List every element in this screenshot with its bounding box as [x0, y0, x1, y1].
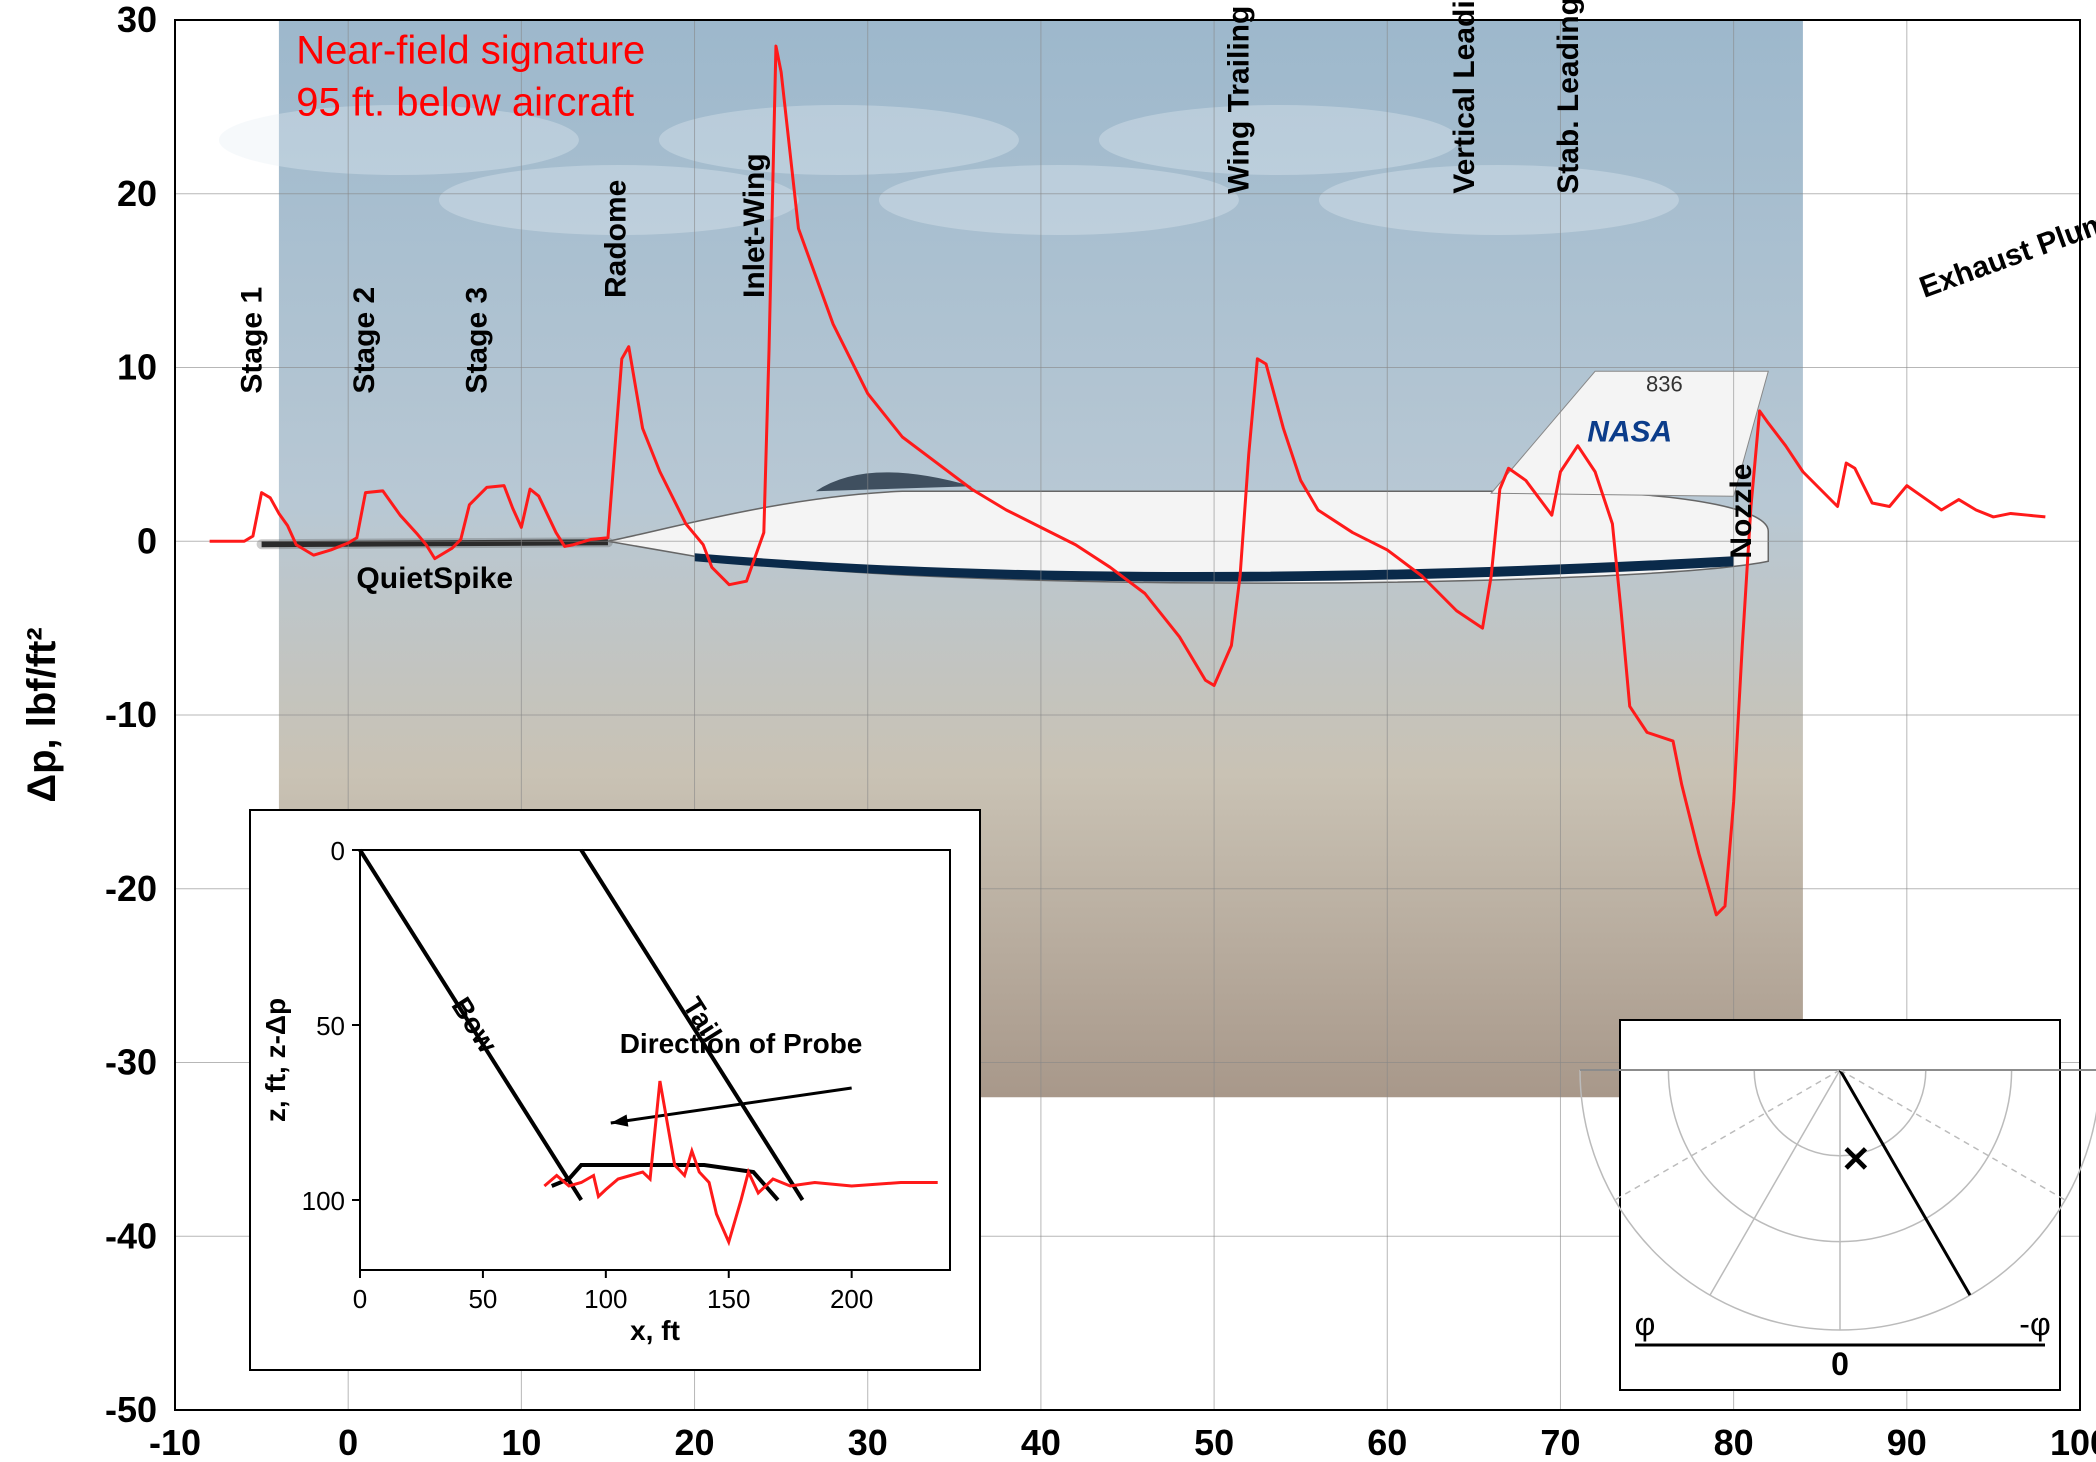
ytick-label: -40 [105, 1215, 157, 1256]
xtick-label: 0 [338, 1422, 358, 1462]
feature-label: Stage 2 [348, 287, 381, 394]
xtick-label: 20 [675, 1422, 715, 1462]
ytick-label: 20 [117, 173, 157, 214]
xtick-label: 50 [1194, 1422, 1234, 1462]
inset-xtick: 0 [353, 1284, 367, 1314]
feature-label: Stage 3 [461, 287, 494, 394]
inset-ytick: 50 [316, 1011, 345, 1041]
feature-label: Radome [599, 180, 632, 298]
figure-container: 836NASA-100102030405060708090100-50-40-3… [0, 0, 2096, 1462]
chart-title-line2: 95 ft. below aircraft [296, 81, 634, 125]
cloud-shape [659, 105, 1019, 175]
ytick-label: -10 [105, 694, 157, 735]
xtick-label: 80 [1714, 1422, 1754, 1462]
inset-right: φ -φ 0 ✕ [1580, 1020, 2096, 1390]
ytick-label: -50 [105, 1389, 157, 1430]
xtick-label: 100 [2050, 1422, 2096, 1462]
feature-label: Exhaust Plume [1915, 200, 2096, 305]
phi-zero-label: 0 [1831, 1346, 1849, 1382]
inset-xtick: 200 [830, 1284, 873, 1314]
phi-left-label: φ [1635, 1306, 1656, 1342]
ytick-label: -20 [105, 868, 157, 909]
feature-label: Inlet-Wing [738, 153, 771, 298]
inset-left: 050100150200050100x, ftz, ft, z-ΔpBowTai… [250, 810, 980, 1370]
xtick-label: 90 [1887, 1422, 1927, 1462]
tail-number: 836 [1646, 371, 1683, 396]
inset-ytick: 0 [331, 836, 345, 866]
ytick-label: 30 [117, 0, 157, 40]
main-chart-svg: 836NASA-100102030405060708090100-50-40-3… [0, 0, 2096, 1462]
feature-label: Vertical Leading Edge [1448, 0, 1481, 194]
y-axis-label: Δp, lbf/ft² [20, 627, 64, 802]
xtick-label: 70 [1540, 1422, 1580, 1462]
feature-label: Stage 1 [236, 287, 269, 394]
ytick-label: -30 [105, 1042, 157, 1083]
inset-ylabel: z, ft, z-Δp [260, 998, 291, 1122]
feature-label: Nozzle [1725, 464, 1758, 559]
phi-right-label: -φ [2019, 1306, 2050, 1342]
xtick-label: 10 [501, 1422, 541, 1462]
cloud-shape [1319, 165, 1679, 235]
ytick-label: 0 [137, 520, 157, 561]
feature-label: Stab. Leading Edge [1552, 0, 1585, 194]
inset-xtick: 150 [707, 1284, 750, 1314]
feature-label: QuietSpike [356, 562, 513, 595]
xtick-label: 30 [848, 1422, 888, 1462]
inset-xlabel: x, ft [630, 1315, 680, 1346]
inset-xtick: 100 [584, 1284, 627, 1314]
cloud-shape [879, 165, 1239, 235]
feature-label: Wing Trailing Edge [1223, 0, 1256, 194]
inset-xtick: 50 [468, 1284, 497, 1314]
polar-marker: ✕ [1841, 1139, 1871, 1180]
inset-ytick: 100 [302, 1186, 345, 1216]
cloud-shape [1099, 105, 1459, 175]
probe-label: Direction of Probe [620, 1028, 863, 1059]
ytick-label: 10 [117, 347, 157, 388]
chart-title-line1: Near-field signature [296, 28, 645, 72]
nasa-logo: NASA [1587, 415, 1672, 448]
xtick-label: 60 [1367, 1422, 1407, 1462]
xtick-label: 40 [1021, 1422, 1061, 1462]
